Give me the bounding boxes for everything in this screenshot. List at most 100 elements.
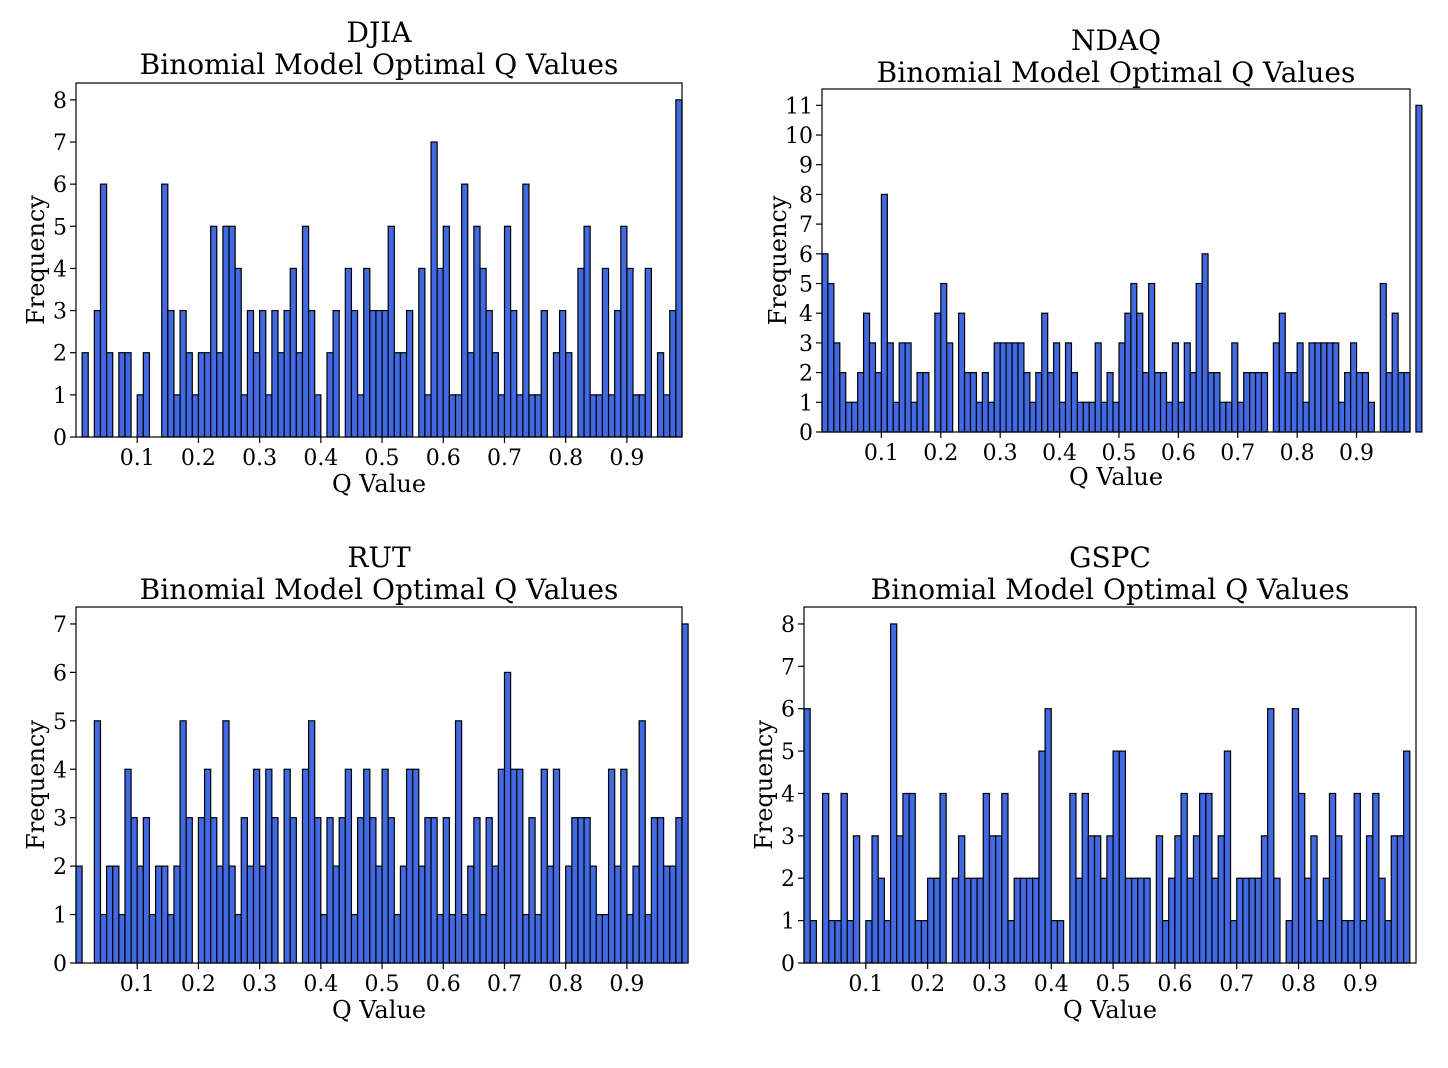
y-tick-label: 1 — [781, 910, 795, 935]
histogram-bar — [540, 768, 548, 964]
histogram-bar — [240, 817, 248, 964]
x-axis-label: Q Value — [332, 470, 426, 498]
histogram-bar — [1217, 835, 1225, 964]
histogram-bar — [363, 267, 371, 438]
histogram-bar — [522, 183, 530, 438]
x-tick-label: 0.4 — [1034, 972, 1069, 997]
histogram-bar — [1081, 792, 1089, 964]
y-tick-label: 2 — [781, 867, 795, 892]
x-tick-label: 0.7 — [1220, 441, 1255, 466]
histogram-bar — [479, 913, 487, 964]
histogram-bar — [1415, 104, 1423, 433]
histogram-bar — [540, 309, 548, 438]
y-tick-label: 6 — [53, 661, 67, 686]
histogram-bar — [565, 865, 573, 964]
histogram-bar — [1093, 835, 1102, 964]
histogram-bar — [632, 865, 640, 964]
histogram-bar — [99, 183, 108, 438]
histogram-bar — [283, 768, 291, 964]
histogram-bar — [216, 865, 224, 964]
histogram-bar — [1070, 372, 1078, 433]
histogram-bar — [148, 913, 157, 964]
histogram-bar — [1180, 792, 1188, 964]
histogram-bar — [1385, 372, 1393, 433]
histogram-bar — [467, 865, 475, 964]
histogram-bar — [852, 835, 861, 964]
y-tick-label: 7 — [53, 613, 67, 638]
histogram-bar — [1155, 835, 1164, 964]
y-tick-label: 7 — [781, 655, 795, 680]
histogram-bar — [1290, 372, 1298, 433]
histogram-bar — [308, 309, 316, 438]
histogram-bar — [1044, 708, 1052, 964]
histogram-bar — [381, 768, 389, 964]
y-tick-label: 2 — [799, 362, 813, 387]
histogram-bar — [1087, 835, 1096, 964]
histogram-bar — [197, 817, 206, 964]
histogram-bar — [106, 352, 114, 438]
histogram-bar — [1100, 401, 1108, 433]
histogram-bar — [1131, 877, 1139, 964]
histogram-bar — [179, 720, 187, 964]
histogram-bar — [393, 352, 402, 438]
histogram-bar — [656, 352, 665, 438]
histogram-bar — [1384, 920, 1392, 964]
histogram-bar — [222, 225, 230, 438]
histogram-bar — [516, 394, 524, 438]
histogram-bar — [234, 267, 242, 438]
histogram-bar — [868, 342, 877, 433]
x-tick-label: 0.3 — [242, 972, 277, 997]
x-tick-label: 0.6 — [426, 972, 461, 997]
histogram-bar — [350, 913, 359, 964]
y-tick-label: 5 — [53, 710, 67, 735]
x-tick-label: 0.6 — [1157, 972, 1192, 997]
histogram-bar — [173, 394, 181, 438]
histogram-bar — [375, 309, 383, 438]
histogram-bar — [387, 225, 395, 438]
histogram-bar — [1359, 920, 1368, 964]
histogram-bar — [240, 394, 248, 438]
histogram-bar — [626, 913, 634, 964]
histogram-bar — [1075, 877, 1083, 964]
histogram-bar — [840, 792, 848, 964]
x-axis-label: Q Value — [332, 996, 426, 1024]
histogram-bar — [301, 225, 310, 438]
histogram-bar — [1355, 372, 1364, 433]
y-tick-label: 1 — [53, 904, 67, 929]
y-tick-label: 5 — [799, 273, 813, 298]
histogram-bar — [369, 817, 377, 964]
histogram-bar — [902, 792, 910, 964]
histogram-bar — [179, 309, 187, 438]
histogram-bar — [436, 267, 444, 438]
histogram-bar — [922, 372, 930, 433]
y-tick-label: 3 — [781, 825, 795, 850]
chart-title: DJIA — [347, 16, 413, 49]
histogram-bar — [583, 817, 591, 964]
histogram-bar — [301, 768, 310, 964]
histogram-bar — [1195, 282, 1203, 433]
histogram-bar — [1397, 372, 1405, 433]
histogram-bar — [1284, 372, 1292, 433]
histogram-bar — [1310, 835, 1318, 964]
histogram-bar — [1168, 877, 1176, 964]
y-tick-label: 1 — [799, 391, 813, 416]
histogram-bar — [1124, 877, 1133, 964]
histogram-bar — [851, 401, 859, 433]
histogram-bar — [1260, 372, 1269, 433]
histogram-bar — [93, 720, 102, 964]
histogram-bar — [1328, 792, 1337, 964]
histogram-bar — [546, 865, 555, 964]
histogram-bar — [271, 817, 279, 964]
x-tick-label: 0.2 — [910, 972, 945, 997]
histogram-bar — [927, 877, 935, 964]
histogram-bar — [845, 401, 853, 433]
x-tick-label: 0.9 — [609, 972, 644, 997]
histogram-bar — [167, 309, 175, 438]
histogram-bar — [1296, 342, 1304, 433]
histogram-bar — [1112, 750, 1120, 964]
histogram-bar — [1304, 877, 1312, 964]
histogram-bar — [1056, 920, 1065, 964]
histogram-bar — [344, 267, 353, 438]
